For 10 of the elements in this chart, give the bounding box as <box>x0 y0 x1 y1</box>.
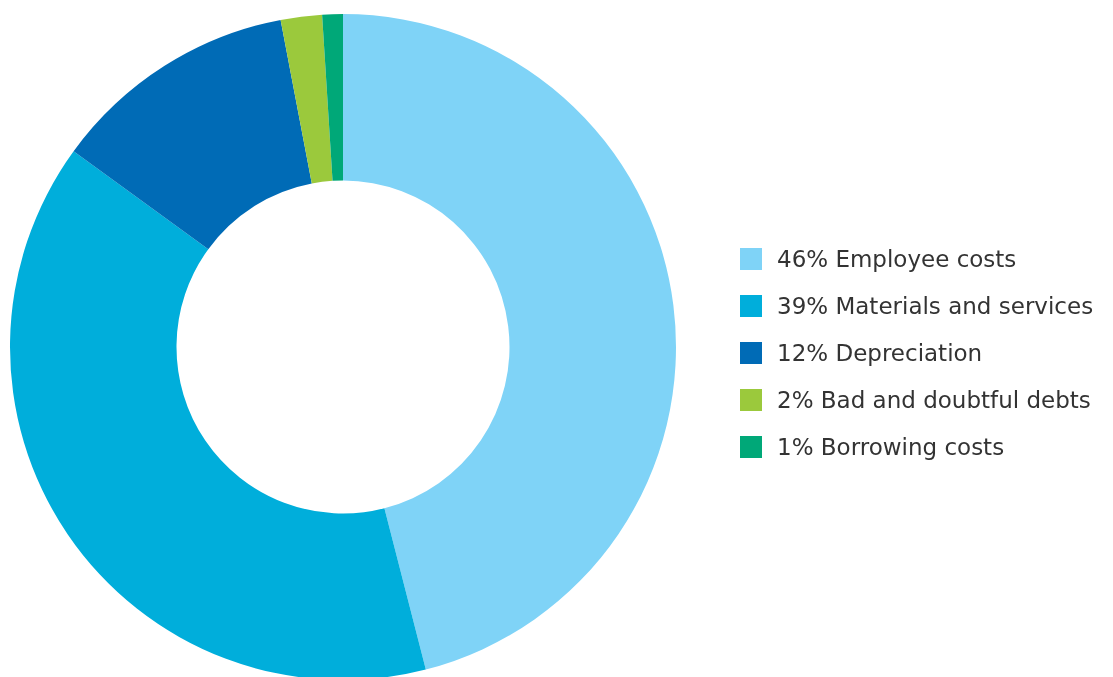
legend-label: 46% Employee costs <box>777 246 1017 273</box>
donut-slice <box>343 14 676 670</box>
donut-slice <box>280 14 333 184</box>
legend-label: 39% Materials and services <box>777 293 1094 320</box>
legend-label: 12% Depreciation <box>777 340 983 367</box>
donut-slice <box>73 19 312 250</box>
donut-slice <box>322 14 343 181</box>
legend-label: 2% Bad and doubtful debts <box>777 387 1091 414</box>
donut-slice <box>10 151 426 677</box>
legend-label: 1% Borrowing costs <box>777 434 1005 461</box>
